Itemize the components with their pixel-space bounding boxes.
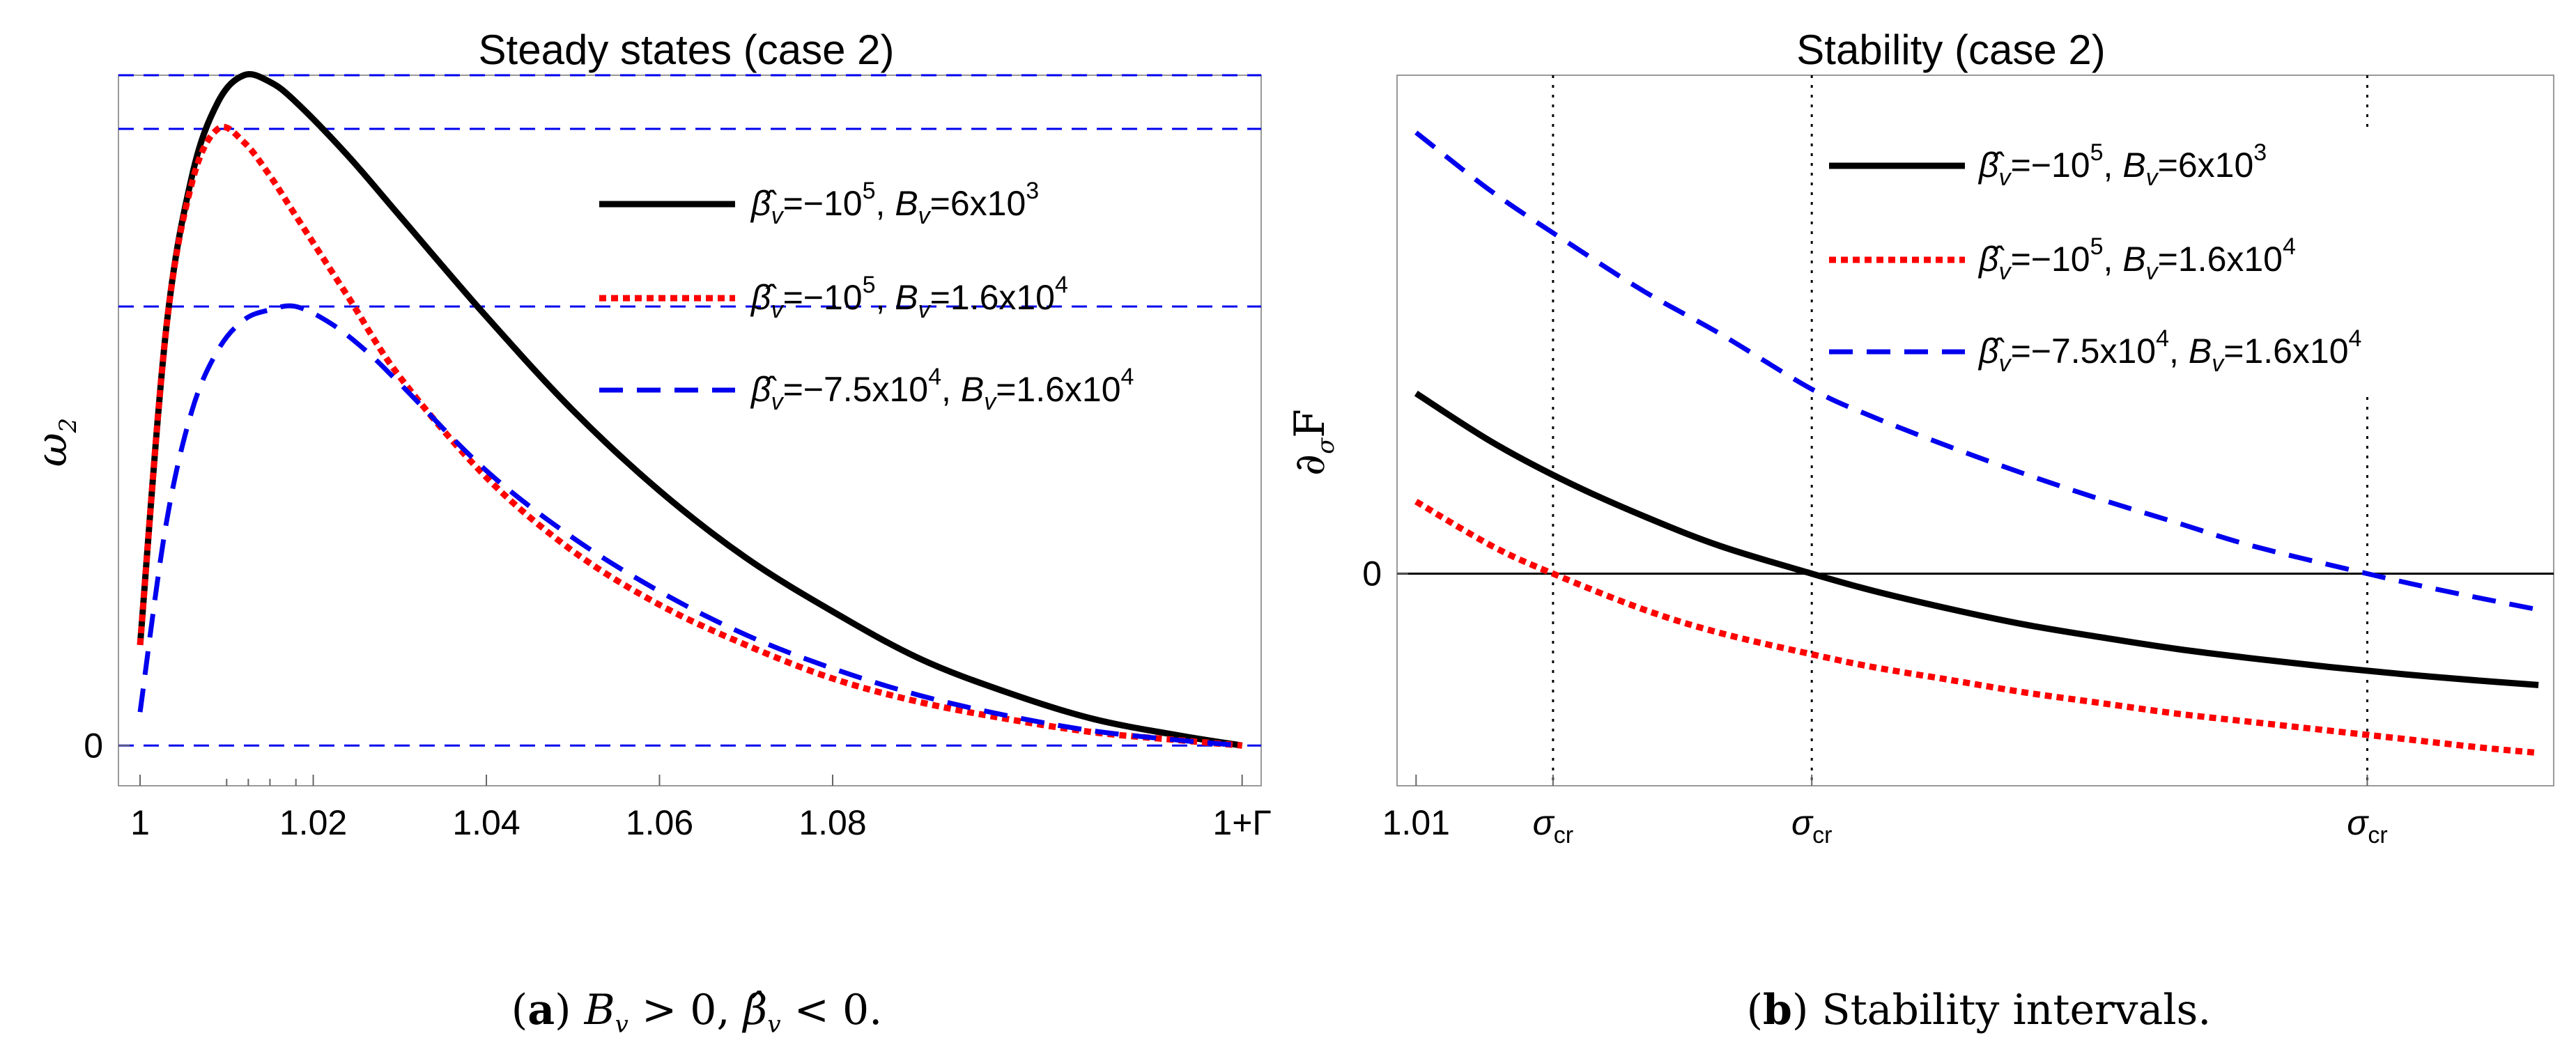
x-tick-label-1: σcr [1533,803,1573,848]
x-tick-label-0: 1 [130,803,150,842]
x-tick-label-3: σcr [2347,803,2387,848]
x-tick-label-2: 1.04 [452,803,520,842]
panel-b-series-0-line [1414,390,2539,688]
legend-b-label-1: β̂v=−105, Bv=1.6x104 [1977,233,2296,285]
panel-a-series-1-line [137,123,1243,749]
legend-b-label-2: β̂v=−7.5x104, Bv=1.6x104 [1977,325,2361,377]
panel-b-x-ticks: 1.01 σcr σcr σcr [1382,775,2388,848]
legend-b-entry-2: β̂v=−7.5x104, Bv=1.6x104 [1829,325,2361,377]
panel-b-series [1414,130,2539,757]
panel-b: Stability (case 2) 1.01 σcr σcr σcr 0 ∂σF (… [1286,26,2554,1034]
legend-a-entry-1: β̂v=−105, Bv=1.6x104 [599,272,1068,323]
panel-a-title: Steady states (case 2) [479,26,895,73]
legend-b-entry-1: β̂v=−105, Bv=1.6x104 [1829,233,2296,285]
panel-a-series-0-line [137,71,1243,749]
panel-b-title: Stability (case 2) [1796,26,2106,73]
x-tick-label-0: 1.01 [1382,803,1450,842]
panel-b-series-2-line [1414,130,2539,612]
legend-a-entry-2: β̂v=−7.5x104, Bv=1.6x104 [599,364,1134,415]
panel-b-caption: (b) Stability intervals. [1747,986,2212,1034]
legend-b-background [1822,129,2491,394]
y-tick-label-0: 0 [1362,554,1382,594]
panel-a-y-ticks: 0 [84,726,130,765]
x-tick-label-2: σcr [1791,803,1832,848]
panel-a-x-ticks: 1 1.02 1.04 1.06 1.08 1+Γ [130,775,1272,842]
panel-b-legend: β̂v=−105, Bv=6x103 β̂v=−105, Bv=1.6x104 … [1822,129,2491,394]
panel-b-series-1-line [1414,499,2539,757]
legend-b-label-0: β̂v=−105, Bv=6x103 [1977,139,2267,191]
panel-b-frame [1396,75,2554,786]
panel-a-legend: β̂v=−105, Bv=6x103 β̂v=−105, Bv=1.6x104 … [599,178,1134,415]
panel-a-reference-lines [118,74,1261,747]
panel-b-y-ticks: 0 [1362,554,1408,594]
panel-b-y-label: ∂σF [1286,409,1340,476]
legend-a-label-0: β̂v=−105, Bv=6x103 [750,178,1039,229]
x-tick-label-3: 1.06 [626,803,693,842]
panel-a-frame [118,75,1262,786]
legend-b-entry-0: β̂v=−105, Bv=6x103 [1829,139,2267,191]
panel-a-series [137,71,1243,749]
legend-a-entry-0: β̂v=−105, Bv=6x103 [599,178,1039,229]
legend-a-label-1: β̂v=−105, Bv=1.6x104 [750,272,1068,323]
panel-a: Steady states (case 2) 1 1.02 1.04 1.06 1.08… [28,26,1272,1039]
legend-a-label-2: β̂v=−7.5x104, Bv=1.6x104 [750,364,1134,415]
panel-a-caption: (a) Bv > 0, β̂v < 0. [511,986,882,1039]
panel-a-y-label: ω2 [28,418,82,467]
x-tick-label-1: 1.02 [279,803,347,842]
x-tick-label-4: 1.08 [799,803,866,842]
y-tick-label-0: 0 [84,726,103,765]
panel-a-series-2-line [137,303,1242,748]
x-tick-label-5: 1+Γ [1212,803,1272,842]
